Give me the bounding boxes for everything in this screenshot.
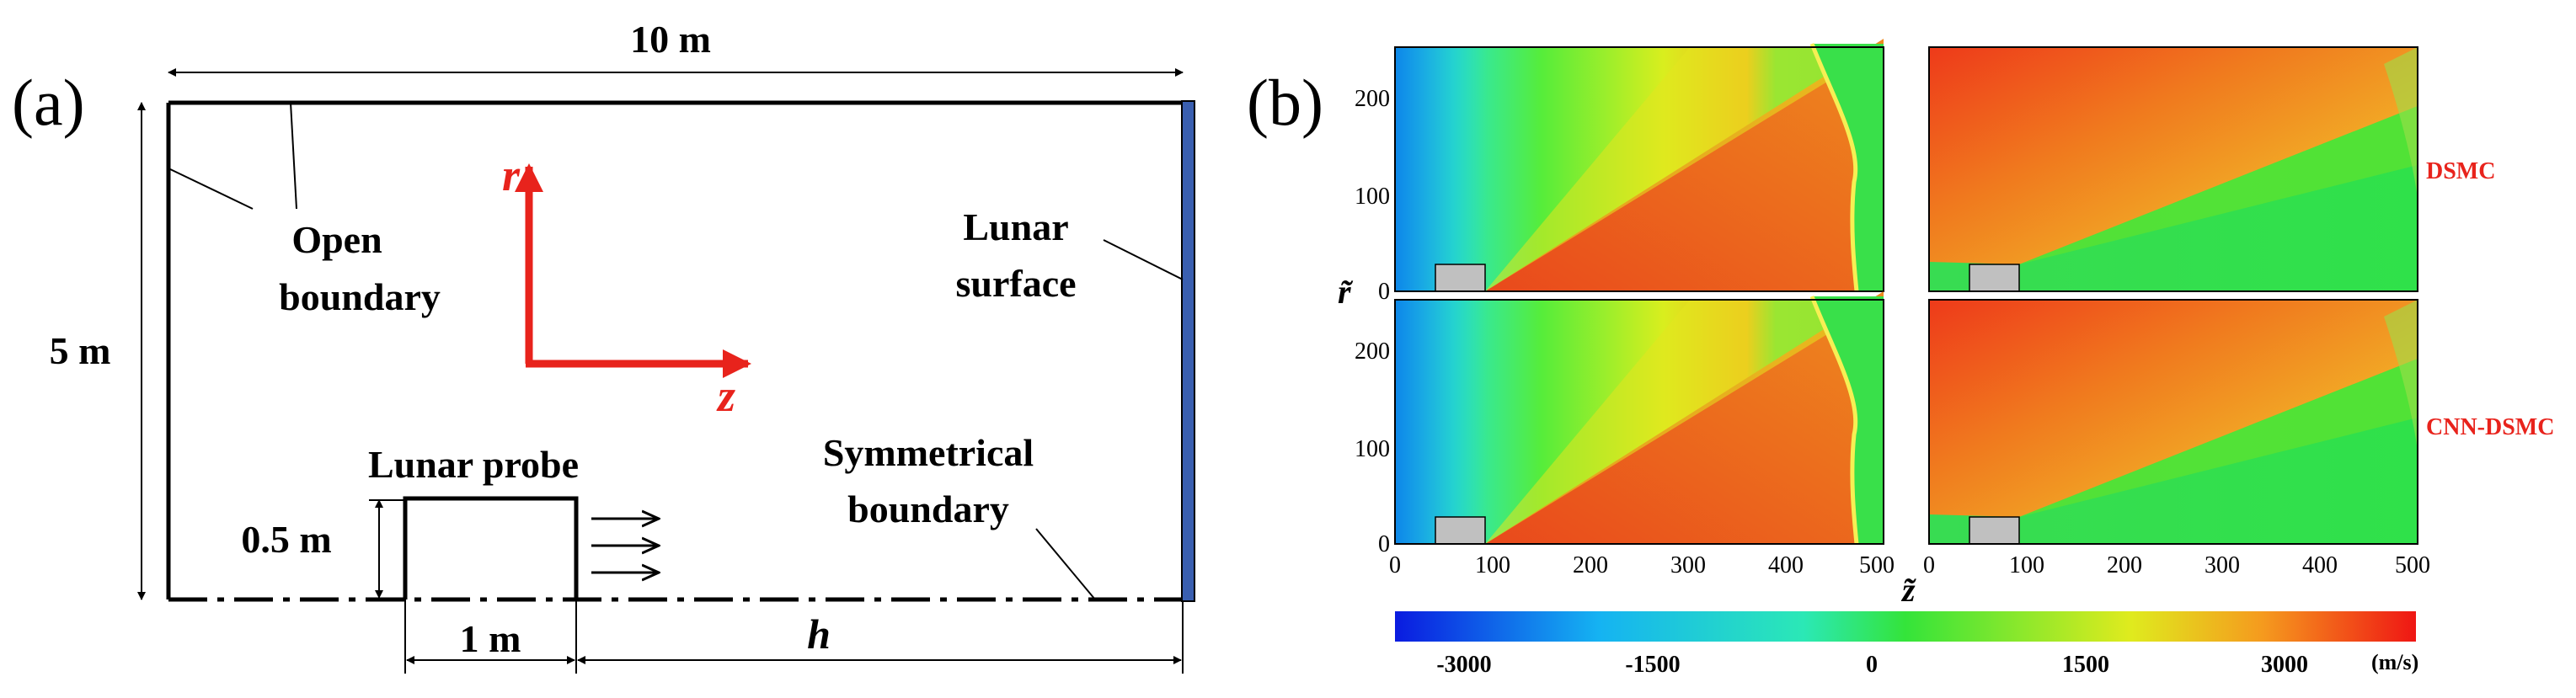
contour-dsmc-axial: [1395, 39, 1884, 291]
lunar-surface-wall: [1181, 100, 1195, 602]
probe-height-dimension-label: 0.5 m: [241, 518, 331, 561]
symmetrical-boundary-label-line1: Symmetrical: [823, 431, 1034, 474]
y-tick-label: 100: [1355, 184, 1390, 210]
y-tick-label: 200: [1355, 86, 1390, 112]
x-tick-label: 200: [2107, 552, 2142, 578]
panel-b: (b) DSMC CNN-DSMC 0 100 200 0 100 200 r̃…: [1247, 39, 2554, 678]
row-label-cnn-dsmc: CNN-DSMC: [2426, 414, 2554, 440]
x-tick-label: 100: [1475, 552, 1510, 578]
open-boundary-leader-2: [290, 102, 297, 210]
r-axis-label: r: [502, 150, 521, 200]
y-tick-label: 100: [1355, 436, 1390, 462]
width-dimension-label: 10 m: [630, 18, 711, 61]
lunar-surface-label-line2: surface: [955, 262, 1076, 305]
x-tick-label: 500: [1859, 552, 1895, 578]
x-tick-label: 400: [1768, 552, 1804, 578]
lunar-surface-label-line1: Lunar: [963, 205, 1068, 248]
open-boundary-label-line2: boundary: [279, 275, 441, 318]
colorbar: [1395, 611, 2416, 642]
contour-dsmc-radial: [1928, 46, 2418, 292]
y-tick-label: 200: [1355, 338, 1390, 365]
x-tick-label: 500: [2395, 552, 2430, 578]
x-tick-label: 0: [1389, 552, 1401, 578]
row-label-dsmc: DSMC: [2426, 158, 2495, 184]
x-tick-label: 200: [1573, 552, 1608, 578]
colorbar-unit: (m/s): [2371, 650, 2418, 674]
contour-cnn-dsmc-axial: [1395, 291, 1884, 544]
panel-a: (a) 10 m 5 m Open boundary r z Lunar sur…: [12, 18, 1195, 674]
symmetrical-boundary-label-line2: boundary: [847, 488, 1009, 530]
x-tick-label: 400: [2302, 552, 2338, 578]
probe-width-dimension-label: 1 m: [460, 617, 521, 660]
colorbar-tick-label: -3000: [1436, 652, 1491, 678]
y-tick-label: 0: [1378, 531, 1390, 557]
panel-a-label: (a): [12, 66, 85, 139]
symmetrical-boundary-leader: [1035, 528, 1096, 600]
colorbar-tick-label: 0: [1866, 652, 1878, 678]
colorbar-tick-label: 1500: [2062, 652, 2109, 678]
y-axis-label: r̃: [1338, 273, 1354, 311]
colorbar-tick-label: 3000: [2261, 652, 2308, 678]
contour-cnn-dsmc-radial: [1928, 299, 2418, 545]
h-dimension-label: h: [807, 610, 831, 658]
y-tick-label: 0: [1378, 279, 1390, 305]
plume-arrows: [591, 519, 659, 573]
open-boundary-label-line1: Open: [291, 218, 382, 261]
x-tick-label: 300: [2205, 552, 2240, 578]
height-dimension-label: 5 m: [50, 329, 111, 372]
panel-b-label: (b): [1247, 66, 1323, 139]
x-tick-label: 100: [2009, 552, 2044, 578]
lunar-surface-leader: [1103, 239, 1184, 280]
colorbar-tick-label: -1500: [1625, 652, 1680, 678]
x-tick-label: 0: [1923, 552, 1935, 578]
x-tick-label: 300: [1670, 552, 1706, 578]
lunar-probe-body: [403, 496, 579, 599]
z-axis-label: z: [716, 370, 735, 421]
lunar-probe-label: Lunar probe: [368, 443, 579, 486]
open-boundary-leader-1: [168, 168, 254, 210]
x-axis-label: z̃: [1900, 571, 1917, 609]
